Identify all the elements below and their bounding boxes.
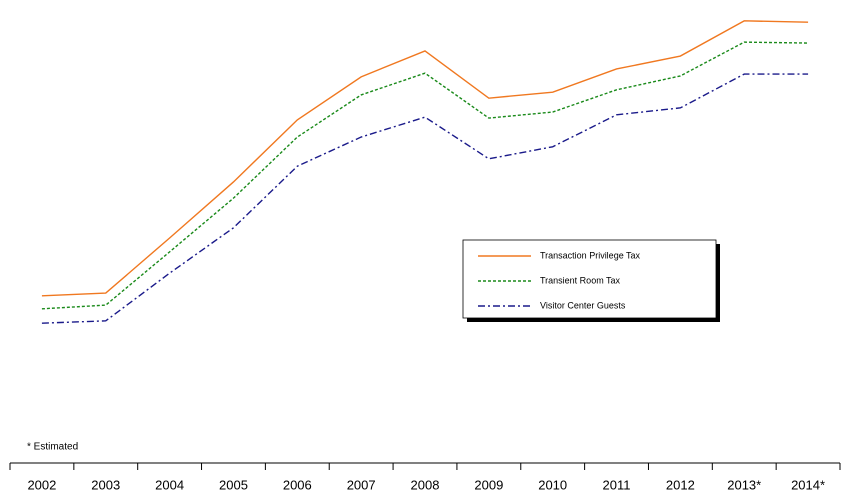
x-tick-label: 2005	[219, 477, 248, 492]
x-tick-label: 2007	[347, 477, 376, 492]
legend-label: Transient Room Tax	[540, 275, 621, 285]
series-line	[41, 73, 809, 324]
x-tick-label: 2008	[411, 477, 440, 492]
x-tick-label: 2012	[666, 477, 695, 492]
x-tick-label: 2010	[538, 477, 567, 492]
x-tick-label: 2009	[474, 477, 503, 492]
x-tick-label: 2013*	[727, 477, 761, 492]
annotation: * Estimated	[27, 442, 78, 453]
x-tick-label: 2002	[27, 477, 56, 492]
x-tick-label: 2014*	[791, 477, 825, 492]
x-tick-label: 2006	[283, 477, 312, 492]
series-line	[41, 41, 809, 310]
x-tick-label: 2011	[603, 477, 631, 492]
series-line	[41, 20, 809, 297]
legend-label: Transaction Privilege Tax	[540, 250, 641, 260]
x-tick-label: 2004	[155, 477, 184, 492]
legend	[462, 239, 717, 319]
x-tick-label: 2003	[91, 477, 120, 492]
legend-label: Visitor Center Guests	[540, 300, 626, 310]
